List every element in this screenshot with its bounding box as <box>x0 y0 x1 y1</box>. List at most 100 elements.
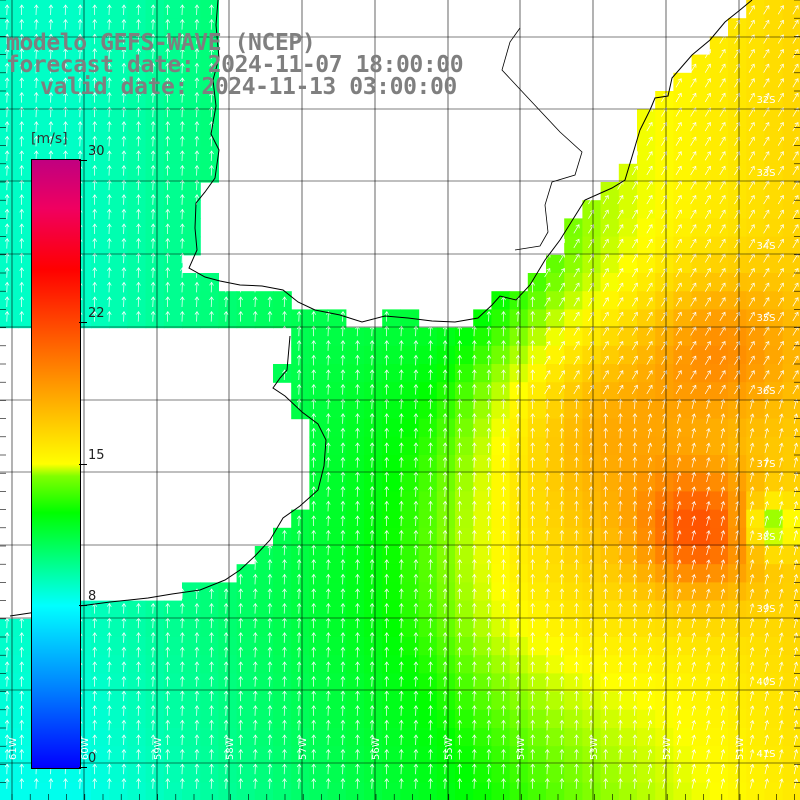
field-cell <box>309 564 329 583</box>
wind-arrow <box>779 778 784 789</box>
field-cell <box>91 291 110 310</box>
field-cell <box>0 182 19 201</box>
wind-arrow <box>107 267 112 278</box>
field-cell <box>782 163 800 183</box>
wind-arrow <box>618 602 623 614</box>
wind-arrow <box>720 486 726 497</box>
wind-arrow <box>646 121 653 132</box>
wind-arrow <box>92 135 97 147</box>
field-cell <box>91 618 110 638</box>
colorbar-tick <box>79 605 87 607</box>
wind-arrow <box>107 675 112 687</box>
wind-arrow <box>180 588 185 600</box>
field-cell <box>691 491 711 511</box>
wind-arrow <box>399 413 404 424</box>
field-cell <box>236 582 256 602</box>
wind-arrow <box>121 33 127 45</box>
wind-arrow <box>792 165 799 176</box>
wind-arrow <box>559 398 565 410</box>
wind-arrow <box>63 91 68 103</box>
field-cell <box>364 400 383 420</box>
wind-arrow <box>779 442 784 453</box>
wind-arrow <box>779 427 784 439</box>
field-cell <box>691 400 711 420</box>
field-cell <box>345 364 365 383</box>
wind-arrow <box>704 48 711 59</box>
field-cell <box>782 54 800 74</box>
field-cell <box>273 673 292 693</box>
wind-arrow <box>209 763 214 775</box>
field-cell <box>418 782 438 800</box>
field-cell <box>709 218 729 238</box>
field-cell <box>291 345 310 365</box>
wind-arrow <box>632 690 638 702</box>
wind-arrow <box>209 661 214 673</box>
wind-arrow <box>150 310 156 322</box>
wind-arrow <box>238 646 243 658</box>
wind-arrow <box>150 661 156 673</box>
wind-arrow <box>92 4 97 16</box>
wind-arrow <box>136 602 141 614</box>
wind-arrow <box>238 705 243 716</box>
wind-arrow <box>545 661 550 673</box>
wind-arrow <box>223 778 229 789</box>
wind-arrow <box>413 340 419 351</box>
field-cell <box>273 637 292 656</box>
wind-arrow <box>428 559 433 570</box>
wind-arrow <box>340 763 346 775</box>
field-cell <box>236 564 256 583</box>
field-cell <box>364 527 383 547</box>
wind-arrow <box>180 223 185 235</box>
wind-arrow <box>369 383 375 395</box>
wind-arrow <box>486 778 492 789</box>
wind-arrow <box>136 194 141 205</box>
field-cell <box>564 236 583 256</box>
wind-arrow <box>384 588 389 600</box>
wind-arrow <box>150 194 156 205</box>
field-cell <box>673 218 693 238</box>
wind-arrow <box>631 165 638 176</box>
wind-arrow <box>442 325 448 337</box>
wind-arrow <box>253 719 258 731</box>
field-cell <box>109 127 128 147</box>
field-cell <box>709 327 729 347</box>
wind-arrow <box>559 705 565 716</box>
wind-arrow <box>107 281 112 293</box>
wind-arrow <box>457 778 462 789</box>
wind-arrow <box>442 705 448 716</box>
field-cell <box>455 364 474 383</box>
wind-arrow <box>618 675 623 687</box>
field-cell <box>728 254 747 274</box>
wind-arrow <box>544 282 551 292</box>
wind-arrow <box>4 763 10 775</box>
wind-arrow <box>296 340 302 351</box>
field-cell <box>145 600 165 620</box>
wind-arrow <box>413 690 419 702</box>
wind-arrow <box>646 311 653 322</box>
field-cell <box>18 127 37 147</box>
wind-arrow <box>792 311 799 322</box>
field-cell <box>509 364 529 383</box>
field-cell <box>473 582 492 602</box>
field-cell <box>673 91 693 110</box>
field-cell <box>618 436 638 456</box>
field-cell <box>618 345 638 365</box>
field-cell <box>91 637 110 656</box>
field-cell <box>436 345 456 365</box>
field-cell <box>200 0 219 19</box>
wind-arrow <box>121 150 127 162</box>
field-cell <box>673 109 693 128</box>
wind-arrow <box>793 588 799 599</box>
field-cell <box>673 418 693 438</box>
field-cell <box>509 655 529 674</box>
wind-arrow <box>720 719 726 731</box>
field-cell <box>91 655 110 674</box>
wind-arrow <box>369 500 375 512</box>
field-cell <box>236 309 256 329</box>
field-cell <box>291 546 310 565</box>
field-cell <box>436 637 456 656</box>
field-cell <box>728 618 747 638</box>
wind-arrow <box>92 281 97 293</box>
field-cell <box>728 491 747 511</box>
wind-arrow <box>545 763 550 775</box>
